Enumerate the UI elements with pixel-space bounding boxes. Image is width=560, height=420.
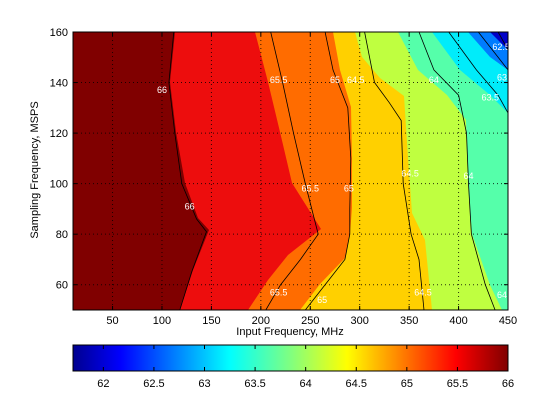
contour-fills	[73, 32, 508, 310]
x-tick-label-5: 300	[351, 315, 369, 327]
contour-label-4: 65.5	[270, 287, 288, 297]
colorbar-tick-label-4: 64	[300, 378, 312, 390]
colorbar-tick-label-0: 62	[97, 378, 109, 390]
x-tick-label-2: 150	[202, 315, 220, 327]
contour-label-6: 65	[344, 184, 354, 194]
y-tick-label-0: 60	[56, 280, 68, 292]
contour-lines	[168, 32, 508, 310]
y-tick-label-2: 100	[50, 179, 68, 191]
y-tick-label-5: 160	[50, 27, 68, 39]
contour-line-66	[168, 32, 207, 310]
contour-label-9: 64.5	[401, 169, 419, 179]
contour-line-63	[477, 32, 508, 71]
contour-label-8: 64.5	[347, 75, 365, 85]
x-tick-label-7: 400	[449, 315, 467, 327]
contour-label-12: 64	[463, 171, 473, 181]
colorbar-tick-label-2: 63	[198, 378, 210, 390]
y-tick-label-3: 120	[50, 128, 68, 140]
contour-line-62-5	[497, 32, 508, 50]
x-axis-label: Input Frequency, MHz	[236, 326, 343, 338]
x-tick-label-3: 200	[252, 315, 270, 327]
contour-line-65-5	[265, 32, 319, 310]
y-axis-label: Sampling Frequency, MSPS	[29, 101, 41, 238]
colorbar-tick-label-8: 66	[502, 378, 514, 390]
contour-line-64	[418, 32, 496, 310]
colorbar	[72, 344, 509, 372]
x-tick-label-8: 450	[499, 315, 517, 327]
x-tick-label-1: 100	[153, 315, 171, 327]
grid	[73, 32, 508, 310]
contour-line-63-5	[448, 32, 508, 114]
colorbar-tick-label-3: 63.5	[244, 378, 265, 390]
band-62.5-63	[468, 32, 508, 70]
x-tick-label-0: 50	[106, 315, 118, 327]
x-tick-label-6: 350	[400, 315, 418, 327]
contour-label-10: 64.5	[414, 287, 432, 297]
contour-label-13: 64	[497, 290, 507, 300]
y-tick-label-1: 80	[56, 229, 68, 241]
x-tick-label-4: 250	[301, 315, 319, 327]
x-axis: 50 100 150 200 250 300 350 400 450	[106, 32, 517, 327]
y-tick-label-4: 140	[50, 78, 68, 90]
band-62-62.5	[490, 32, 508, 50]
contour-label-16: 62.5	[492, 42, 510, 52]
contour-label-15: 63	[497, 72, 507, 82]
contour-label-14: 63.5	[481, 93, 499, 103]
contour-label-3: 65.5	[302, 184, 320, 194]
contour-line-65	[304, 32, 352, 310]
contour-labels: 66 66 65.5 65.5 65.5 65 65 65 64.5 64.5 64.5 64 64 64…	[157, 42, 510, 305]
contour-label-11: 64	[429, 75, 439, 85]
contour-label-2: 65.5	[270, 75, 288, 85]
colorbar-tick-label-6: 65	[401, 378, 413, 390]
contour-label-1: 66	[185, 201, 195, 211]
contour-label-7: 65	[317, 295, 327, 305]
band-63.5-64	[398, 32, 508, 310]
colorbar-tick-label-1: 62.5	[143, 378, 164, 390]
y-axis: 60 80 100 120 140 160	[50, 27, 508, 292]
colorbar-tick-label-7: 65.5	[447, 378, 468, 390]
contour-label-5: 65	[330, 75, 340, 85]
plot-frame	[72, 31, 509, 311]
colorbar-ticks: 62 62.5 63 63.5 64 64.5 65 65.5 66	[97, 345, 514, 390]
contour-label-0: 66	[157, 85, 167, 95]
contour-line-64-5	[364, 32, 425, 310]
colorbar-tick-label-5: 64.5	[346, 378, 367, 390]
